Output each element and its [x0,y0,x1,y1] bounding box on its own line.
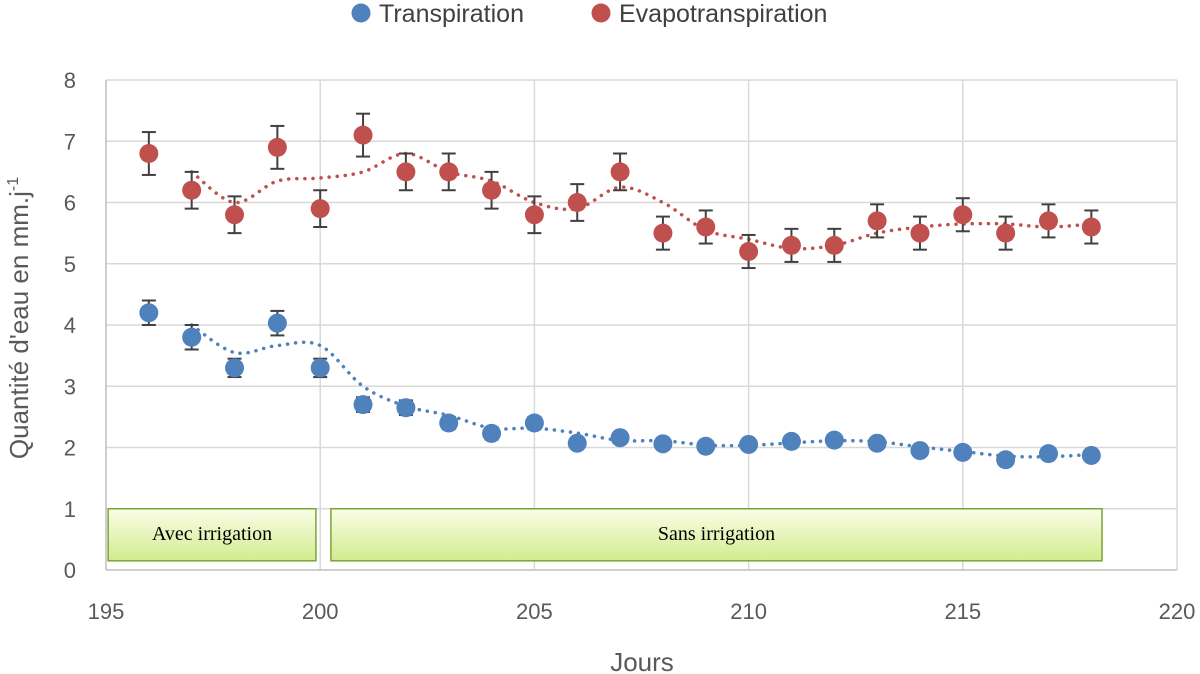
data-point [182,327,202,347]
y-tick-label: 8 [64,68,76,93]
gridlines [106,79,1178,570]
data-point [1038,444,1058,464]
series-evapotranspiration [139,112,1101,270]
data-point [739,434,759,454]
data-point [353,395,373,415]
y-tick-label: 4 [64,313,76,338]
data-point [910,441,930,461]
data-point [310,199,330,219]
y-axis-title-main: Quantité d'eau en mm.j [4,191,34,459]
data-point [524,413,544,433]
data-point [182,180,202,200]
data-point [439,413,459,433]
data-point [139,144,159,163]
data-point [610,162,630,182]
series [139,112,1101,470]
phase-annotations: Avec irrigation Sans irrigation [107,508,1103,562]
annotation-label: Sans irrigation [658,523,775,545]
trendline [189,151,1094,251]
legend-label: Evapotranspiration [619,0,827,28]
x-tick-label: 210 [730,599,767,624]
x-tick-label: 220 [1159,599,1196,624]
trendline [189,323,1094,459]
data-point [953,205,973,225]
data-point [996,450,1016,470]
data-point [353,125,373,145]
data-point [1081,217,1101,237]
x-axis-title: Jours [610,647,674,674]
data-point [696,436,716,456]
annotation-box [107,508,317,562]
y-tick-label: 0 [64,558,76,583]
legend-marker [591,3,611,23]
data-point [953,442,973,462]
data-point [696,217,716,237]
annotation-label: Avec irrigation [152,523,272,545]
data-point [1038,211,1058,231]
x-tick-label: 215 [944,599,981,624]
legend-marker [351,3,371,23]
y-tick-label: 5 [64,252,76,277]
y-tick-label: 3 [64,374,76,399]
y-axis-title: Quantité d'eau en mm.j-1 [4,177,34,459]
annotation-box [330,508,1103,562]
data-point [1081,445,1101,465]
data-point [653,223,673,243]
data-point [996,223,1016,243]
data-point [781,431,801,451]
data-point [439,162,459,182]
data-point [567,433,587,453]
legend: Transpiration Evapotranspiration [351,0,827,28]
y-tick-label: 2 [64,436,76,461]
data-point [781,235,801,255]
legend-item-transpiration: Transpiration [351,0,524,28]
x-tick-label: 195 [88,599,125,624]
x-tick-label: 200 [302,599,339,624]
data-point [267,137,287,157]
x-tick-label: 205 [516,599,553,624]
data-point [824,235,844,255]
y-tick-label: 6 [64,191,76,216]
data-point [482,180,502,200]
data-point [267,313,287,333]
data-point [824,430,844,450]
data-point [396,398,416,418]
data-point [910,223,930,243]
legend-label: Transpiration [379,0,524,28]
series-transpiration [139,299,1101,470]
data-point [396,162,416,182]
data-point [867,433,887,453]
axes: 0 1 2 3 4 5 6 7 8 195 200 205 210 215 220 [64,68,1196,624]
data-point [739,242,759,261]
y-tick-label: 1 [64,497,76,522]
data-point [867,211,887,231]
data-point [567,193,587,212]
data-point [139,303,159,323]
data-point [482,423,502,443]
data-point [225,205,245,225]
data-point [653,434,673,454]
data-point [610,428,630,448]
data-point [225,358,245,378]
y-tick-label: 7 [64,129,76,154]
data-point [310,358,330,378]
data-point [524,205,544,225]
y-axis-title-superscript: -1 [5,177,22,191]
legend-item-evapotranspiration: Evapotranspiration [591,0,827,28]
